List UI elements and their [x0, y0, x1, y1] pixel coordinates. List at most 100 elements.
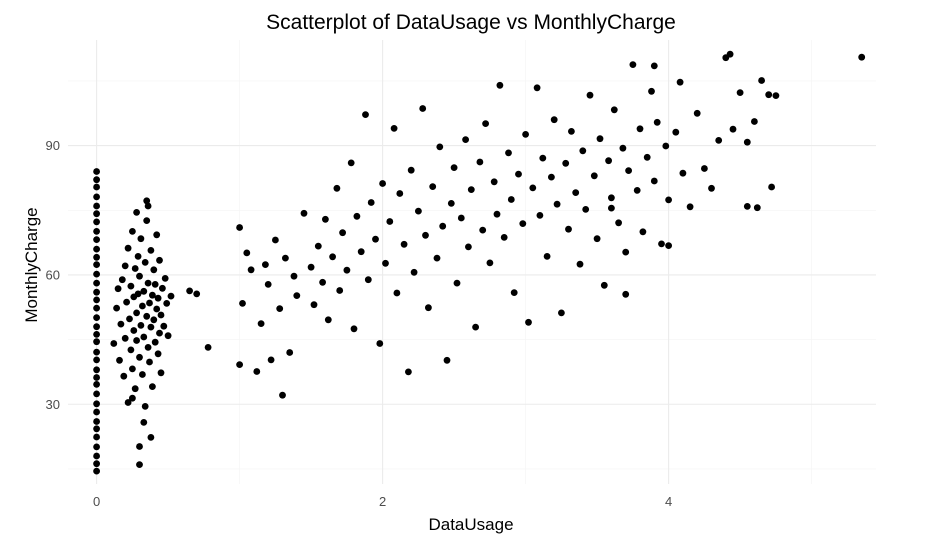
data-point [314, 242, 322, 250]
data-point [390, 124, 398, 132]
data-point [339, 229, 346, 237]
data-point [586, 91, 594, 99]
y-axis-title: MonthlyCharge [22, 207, 41, 322]
data-point [608, 194, 615, 202]
data-point [672, 128, 680, 136]
data-point [743, 203, 751, 210]
data-point [658, 240, 665, 248]
data-point [127, 346, 135, 354]
data-point [153, 231, 161, 239]
data-point [154, 350, 162, 358]
data-point [114, 285, 122, 293]
data-point [120, 372, 128, 380]
data-point [582, 206, 590, 213]
data-point [507, 196, 515, 203]
data-point [753, 204, 761, 212]
data-point [140, 333, 148, 341]
data-point [93, 374, 100, 381]
data-point [579, 147, 587, 155]
data-point [130, 327, 138, 334]
data-point [600, 281, 608, 289]
data-point [134, 253, 142, 260]
data-point [319, 278, 326, 286]
data-point [372, 235, 379, 243]
data-point [450, 164, 458, 172]
data-point [467, 186, 475, 194]
data-point [139, 302, 146, 310]
data-point [113, 304, 120, 312]
data-point [131, 385, 139, 393]
data-point [93, 460, 100, 468]
data-point [500, 234, 508, 241]
data-point [93, 176, 100, 184]
data-point [93, 408, 100, 416]
data-point [676, 78, 684, 86]
data-point [300, 209, 308, 217]
data-point [619, 144, 627, 152]
data-point [93, 288, 100, 296]
data-point [310, 301, 318, 309]
y-tick-label: 30 [46, 397, 60, 412]
data-point [140, 419, 148, 426]
data-point [93, 467, 100, 475]
data-point [93, 270, 100, 278]
data-point [329, 253, 336, 261]
data-point [153, 305, 161, 313]
data-point [772, 92, 780, 99]
data-point [140, 287, 148, 295]
data-point [126, 315, 133, 323]
data-point [123, 298, 130, 306]
data-point [333, 184, 341, 192]
data-point [129, 228, 136, 235]
data-point [858, 53, 866, 61]
data-point [144, 279, 152, 287]
data-point [247, 266, 255, 274]
data-point [131, 265, 139, 272]
data-point [768, 183, 775, 191]
data-point [465, 243, 472, 251]
data-point [422, 231, 429, 239]
data-point [146, 299, 153, 307]
data-point [322, 215, 329, 223]
data-point [436, 143, 444, 151]
data-point [726, 50, 734, 58]
x-tick-label: 0 [93, 494, 100, 509]
data-point [648, 87, 655, 95]
data-point [124, 399, 132, 406]
data-point [553, 200, 561, 208]
data-point [367, 199, 375, 206]
data-point [154, 294, 162, 302]
data-point [156, 329, 163, 337]
data-point [693, 109, 701, 117]
data-point [93, 228, 100, 235]
data-point [522, 131, 529, 138]
data-point [136, 272, 143, 280]
data-point [93, 202, 100, 210]
data-point [257, 320, 265, 327]
data-point [708, 184, 715, 192]
data-point [715, 137, 723, 144]
data-point [400, 240, 408, 248]
data-point [505, 149, 512, 157]
data-point [157, 369, 165, 377]
data-point [93, 338, 100, 346]
data-point [93, 366, 100, 374]
data-point [410, 268, 418, 276]
data-point [562, 159, 570, 167]
data-point [476, 158, 484, 166]
data-point [133, 309, 141, 317]
data-point [282, 254, 289, 262]
data-point [160, 322, 168, 330]
data-point [533, 84, 541, 92]
data-point [548, 173, 555, 181]
data-point [457, 214, 465, 222]
data-point [161, 275, 169, 282]
data-point [93, 323, 100, 331]
data-point [93, 400, 100, 408]
data-point [163, 300, 171, 307]
data-point [129, 365, 136, 373]
data-point [608, 204, 615, 212]
data-point [736, 89, 744, 96]
data-point [650, 62, 658, 70]
